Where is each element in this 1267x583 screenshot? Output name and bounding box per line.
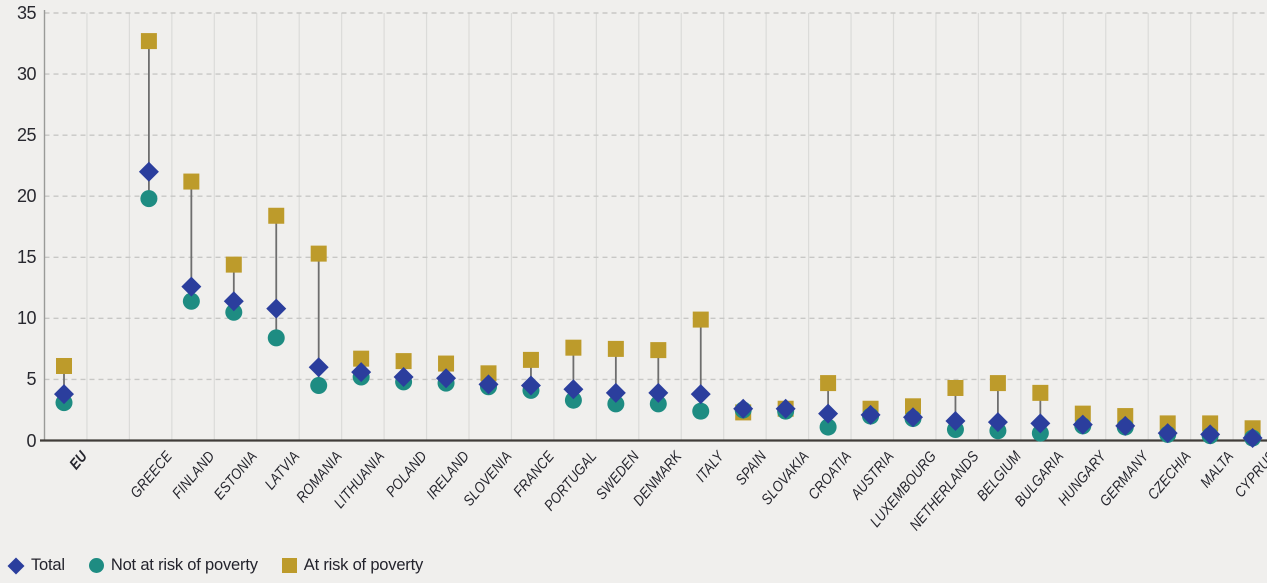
marker-total-slovakia <box>775 398 796 419</box>
marker-not-at-risk-romania <box>310 377 328 395</box>
diamond-icon <box>7 557 25 574</box>
marker-total-hungary <box>1072 414 1093 435</box>
marker-at-risk-hungary <box>1074 405 1091 422</box>
marker-total-cyprus <box>1242 428 1263 449</box>
marker-not-at-risk-denmark <box>649 395 667 413</box>
marker-at-risk-estonia <box>225 256 242 273</box>
marker-not-at-risk-italy <box>692 402 710 420</box>
marker-not-at-risk-estonia <box>225 303 243 321</box>
legend-item-at-risk: At risk of poverty <box>281 556 424 575</box>
marker-total-denmark <box>648 382 669 403</box>
marker-total-luxembourg <box>903 407 923 428</box>
marker-total-poland <box>393 366 414 387</box>
marker-total-france <box>520 375 541 396</box>
marker-total-slovenia <box>478 374 499 395</box>
legend-item-total: Total <box>7 556 65 575</box>
marker-total-germany <box>1115 415 1136 436</box>
marker-at-risk-belgium <box>989 375 1006 392</box>
marker-total-malta <box>1200 424 1221 445</box>
marker-total-greece <box>138 161 159 182</box>
circle-icon <box>88 558 104 573</box>
marker-total-czechia <box>1157 423 1178 444</box>
marker-total-portugal <box>563 379 584 400</box>
marker-not-at-risk-finland <box>182 292 200 310</box>
marker-total-finland <box>181 276 202 297</box>
marker-at-risk-italy <box>692 311 709 328</box>
marker-not-at-risk-portugal <box>564 391 582 409</box>
square-icon <box>281 558 297 573</box>
y-axis-tick-label: 0 <box>26 430 36 451</box>
marker-not-at-risk-croatia <box>819 418 837 436</box>
marker-at-risk-croatia <box>820 375 837 392</box>
y-axis-tick-label: 25 <box>16 125 37 146</box>
marker-total-netherlands <box>945 410 966 431</box>
marker-total-estonia <box>223 291 244 312</box>
marker-total-belgium <box>987 412 1008 433</box>
y-axis-tick-label: 5 <box>26 369 36 390</box>
marker-total-spain <box>733 398 754 419</box>
marker-at-risk-portugal <box>565 339 582 356</box>
marker-at-risk-bulgaria <box>1032 384 1049 401</box>
marker-not-at-risk-sweden <box>607 395 625 413</box>
marker-at-risk-luxembourg <box>905 398 921 415</box>
marker-at-risk-poland <box>395 353 412 370</box>
marker-not-at-risk-latvia <box>267 329 285 347</box>
marker-total-latvia <box>266 298 287 319</box>
marker-at-risk-finland <box>183 173 200 190</box>
legend-item-not-at-risk: Not at risk of poverty <box>88 556 258 575</box>
y-axis-tick-label: 10 <box>16 308 37 329</box>
marker-at-risk-ireland <box>438 355 455 372</box>
marker-at-risk-eu <box>56 357 72 374</box>
marker-at-risk-lithuania <box>353 350 370 367</box>
marker-at-risk-netherlands <box>947 379 964 396</box>
marker-at-risk-greece <box>140 33 157 50</box>
legend-label-total: Total <box>31 556 65 574</box>
marker-total-lithuania <box>351 362 372 383</box>
marker-total-sweden <box>605 382 626 403</box>
y-axis-tick-label: 15 <box>16 247 37 268</box>
marker-total-romania <box>308 357 329 378</box>
marker-total-bulgaria <box>1030 413 1051 434</box>
marker-total-croatia <box>818 403 839 424</box>
marker-at-risk-france <box>522 351 539 368</box>
marker-at-risk-romania <box>310 245 327 262</box>
marker-at-risk-sweden <box>607 340 624 357</box>
y-axis-tick-label: 20 <box>16 186 37 207</box>
legend: Total Not at risk of poverty At risk of … <box>7 556 424 575</box>
marker-at-risk-malta <box>1202 415 1219 432</box>
marker-total-italy <box>690 384 711 405</box>
legend-label-not-at-risk: Not at risk of poverty <box>110 556 258 574</box>
marker-at-risk-latvia <box>268 207 285 224</box>
marker-not-at-risk-greece <box>140 190 158 208</box>
marker-at-risk-denmark <box>650 342 667 359</box>
legend-label-at-risk: At risk of poverty <box>303 556 424 574</box>
marker-total-austria <box>860 404 881 425</box>
y-axis-tick-label: 30 <box>16 64 37 85</box>
marker-at-risk-slovenia <box>480 365 497 382</box>
y-axis-tick-label: 35 <box>16 3 37 23</box>
marker-total-ireland <box>436 368 457 389</box>
marker-total-eu <box>54 384 74 405</box>
